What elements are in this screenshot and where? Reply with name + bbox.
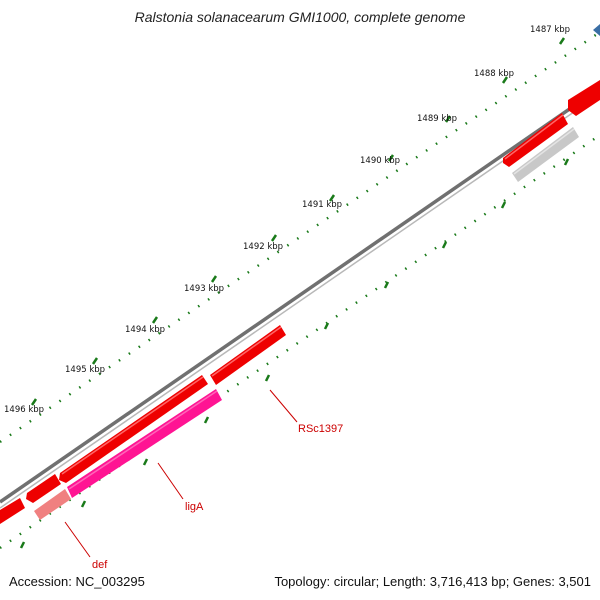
gene-feature[interactable]	[568, 80, 600, 116]
gene-label-rsc1397[interactable]: RSc1397	[298, 423, 343, 435]
gene-label-liga[interactable]: ligA	[185, 501, 204, 513]
kbp-label: 1491 kbp	[302, 200, 342, 210]
grey-feature-highlight	[513, 128, 575, 175]
label-leaders	[64, 389, 298, 558]
outer-ruler	[0, 30, 600, 444]
inner-major-ticks	[19, 158, 570, 549]
kbp-label: 1496 kbp	[4, 405, 44, 415]
outer-major-ticks	[30, 37, 566, 406]
gene-feature[interactable]	[59, 375, 208, 483]
kbp-label: 1495 kbp	[65, 365, 105, 375]
gene-highlights	[61, 114, 564, 475]
kbp-label: 1487 kbp	[530, 25, 570, 35]
feature-marker-icon[interactable]	[593, 24, 600, 36]
grey-feature[interactable]	[512, 127, 579, 182]
genome-summary-text: Topology: circular; Length: 3,716,413 bp…	[274, 574, 591, 589]
gene-feature-liga-highlight	[68, 390, 218, 490]
gene-feature-liga[interactable]	[67, 389, 222, 498]
kbp-label: 1492 kbp	[243, 242, 283, 252]
kbp-label: 1493 kbp	[184, 284, 224, 294]
genome-backbone-shadow	[0, 93, 600, 509]
kbp-label: 1488 kbp	[474, 69, 514, 79]
gene-feature-rsc1397[interactable]	[210, 325, 286, 385]
accession-text: Accession: NC_003295	[9, 574, 145, 589]
kbp-label: 1494 kbp	[125, 325, 165, 335]
gene-feature-def[interactable]	[34, 489, 71, 520]
gene-label-def[interactable]: def	[92, 559, 108, 571]
map-title: Ralstonia solanacearum GMI1000, complete…	[134, 9, 466, 25]
kbp-label: 1490 kbp	[360, 156, 400, 166]
gene-feature[interactable]	[0, 498, 25, 524]
forward-gene-track[interactable]	[0, 80, 600, 524]
gene-feature[interactable]	[503, 113, 568, 167]
kbp-label: 1489 kbp	[417, 114, 457, 124]
genome-backbone	[0, 86, 600, 504]
gene-feature[interactable]	[26, 474, 61, 503]
